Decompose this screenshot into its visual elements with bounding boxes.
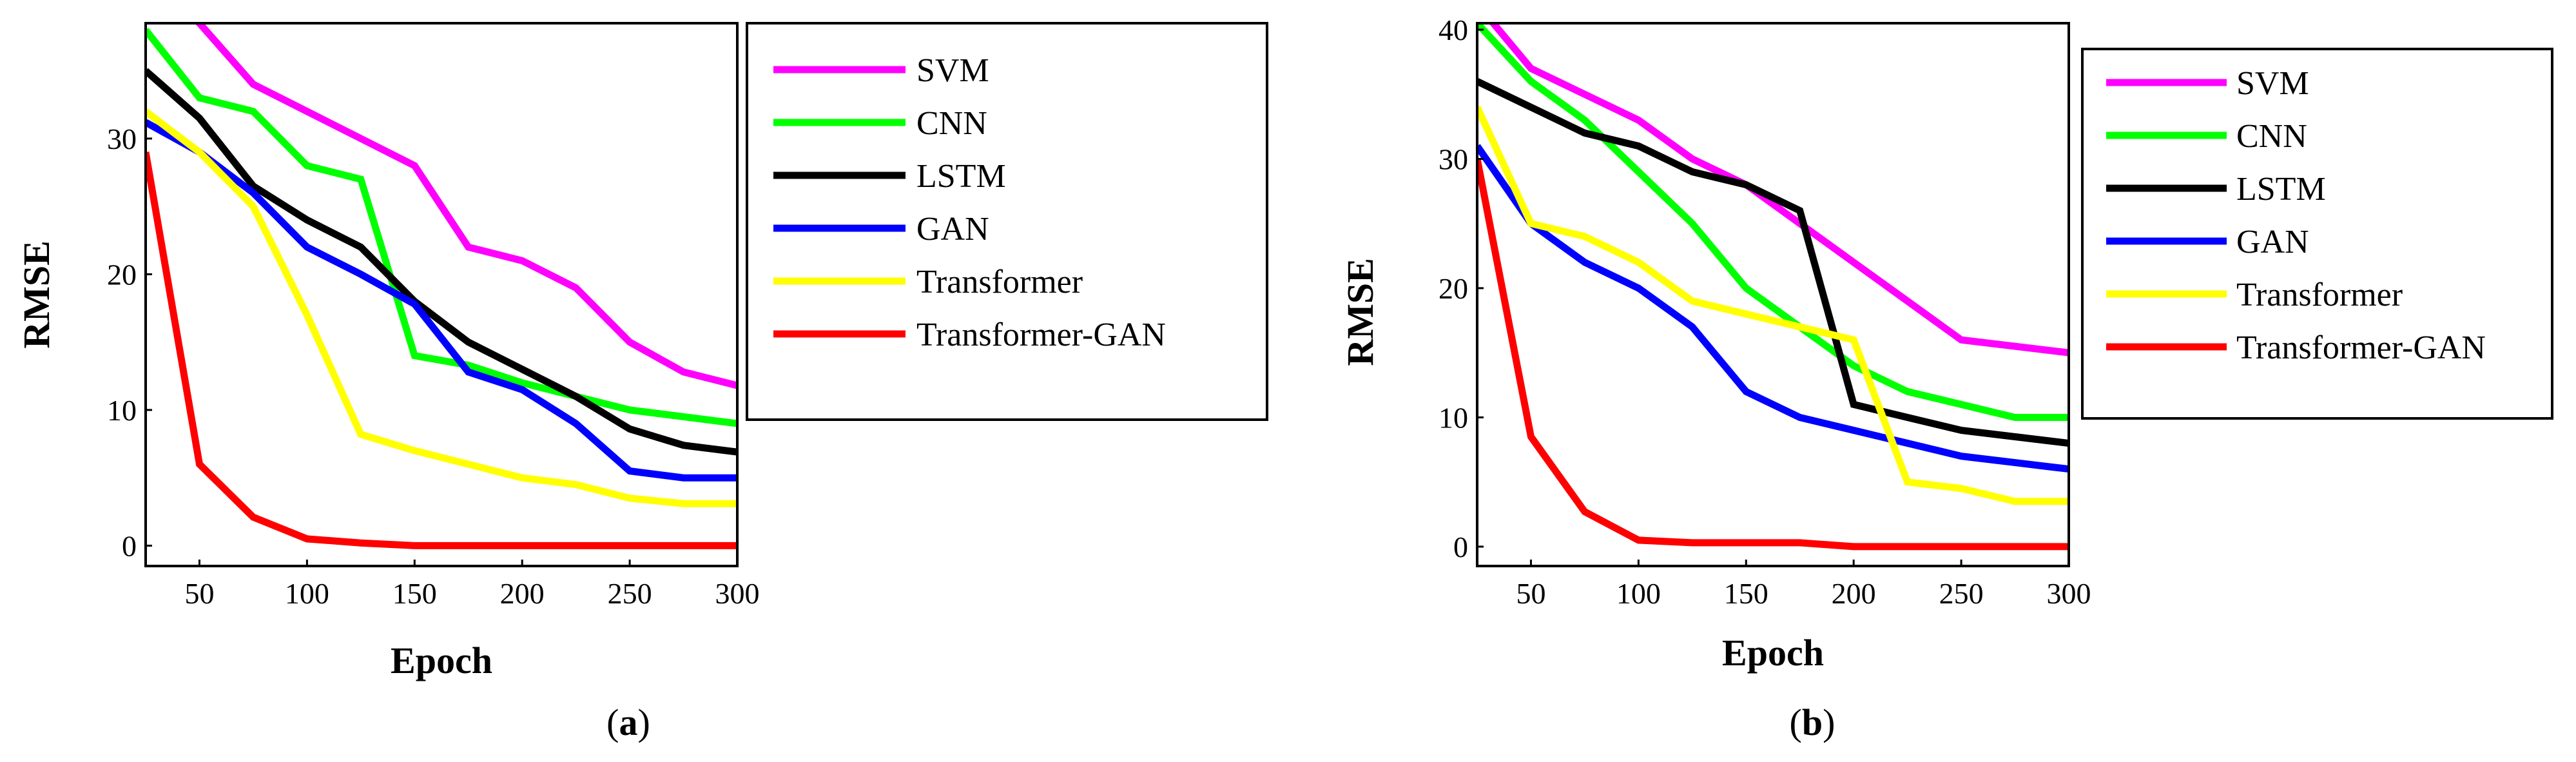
series-line-lstm-a — [146, 68, 737, 456]
legend-label-svm: SVM — [916, 52, 989, 89]
y-tick-label: 20 — [1438, 272, 1468, 305]
legend-box-a — [746, 22, 1268, 421]
series-line-lstm-b — [1477, 78, 2069, 447]
x-axis-title-b: Epoch — [1722, 632, 1824, 674]
x-tick-label: 250 — [1939, 577, 1984, 610]
series-line-gan-a — [146, 119, 737, 482]
y-tick-label: 40 — [1438, 14, 1468, 46]
series-line-transformer-a — [146, 108, 737, 507]
series-line-cnn-b — [1477, 23, 2069, 421]
y-ticks-a: 0 10 20 30 — [107, 122, 152, 562]
plot-frame-a — [144, 22, 739, 567]
x-tick-label: 200 — [500, 577, 545, 610]
x-tick-label: 50 — [1516, 577, 1545, 610]
y-tick-label: 10 — [107, 394, 137, 427]
legend-label-lstm: LSTM — [2236, 171, 2326, 208]
x-ticks-b: 50 100 150 200 250 300 — [1516, 560, 2091, 610]
series-line-transformer-gan-b — [1477, 158, 2069, 551]
chart-panel-b: 50 100 150 200 250 300 0 10 20 30 40 Epoch RMSE S… — [1339, 14, 2553, 743]
legend-box-b — [2081, 48, 2553, 420]
panel-label-b: (b) — [1790, 701, 1835, 743]
legend-label-transformer-gan: Transformer-GAN — [916, 317, 1166, 353]
panel-label-a: (a) — [606, 701, 650, 743]
series-line-cnn-a — [146, 28, 737, 427]
x-tick-label: 300 — [715, 577, 760, 610]
x-ticks-a: 50 100 150 200 250 300 — [184, 560, 760, 610]
legend-label-cnn: CNN — [916, 105, 987, 142]
y-ticks-b: 0 10 20 30 40 — [1438, 14, 1484, 563]
legend-label-svm: SVM — [2236, 65, 2309, 102]
y-tick-label: 20 — [107, 258, 137, 291]
x-tick-label: 250 — [608, 577, 652, 610]
x-axis-title-a: Epoch — [391, 640, 492, 681]
x-tick-label: 300 — [2047, 577, 2091, 610]
legend-a: SVM CNN LSTM GAN Transformer Transformer-GAN — [746, 22, 1268, 421]
legend-label-transformer-gan: Transformer-GAN — [2236, 329, 2486, 366]
x-tick-label: 150 — [1724, 577, 1768, 610]
series-lines-b — [1477, 23, 2069, 551]
legend-b: SVM CNN LSTM GAN Transformer Transformer-GAN — [2081, 48, 2553, 420]
x-tick-label: 100 — [1616, 577, 1661, 610]
legend-label-lstm: LSTM — [916, 158, 1006, 195]
series-line-svm-b — [1488, 23, 2069, 357]
legend-label-transformer: Transformer — [2236, 277, 2403, 313]
y-tick-label: 0 — [1453, 531, 1468, 563]
legend-label-transformer: Transformer — [916, 264, 1083, 300]
y-tick-label: 30 — [1438, 143, 1468, 176]
x-tick-label: 100 — [285, 577, 329, 610]
y-axis-title-a: RMSE — [15, 240, 57, 349]
plot-frame-b — [1476, 22, 2070, 567]
x-tick-label: 150 — [392, 577, 437, 610]
series-lines-a — [146, 23, 737, 549]
series-line-transformer-gan-a — [146, 151, 737, 549]
legend-label-gan: GAN — [916, 211, 989, 248]
legend-label-gan: GAN — [2236, 224, 2309, 260]
panel-letter-b: b — [1802, 701, 1823, 743]
x-tick-label: 50 — [184, 577, 214, 610]
y-tick-label: 30 — [107, 122, 137, 155]
y-axis-title-b: RMSE — [1339, 258, 1381, 366]
series-line-transformer-b — [1477, 105, 2069, 505]
legend-label-cnn: CNN — [2236, 118, 2307, 155]
panel-letter-a: a — [619, 701, 638, 743]
y-tick-label: 0 — [122, 529, 137, 562]
series-line-gan-b — [1477, 144, 2069, 473]
series-line-svm-a — [194, 23, 737, 389]
x-tick-label: 200 — [1832, 577, 1876, 610]
chart-panel-a: 50 100 150 200 250 300 0 10 20 30 Epoch RMSE SVM… — [15, 22, 1268, 743]
y-tick-label: 10 — [1438, 401, 1468, 434]
